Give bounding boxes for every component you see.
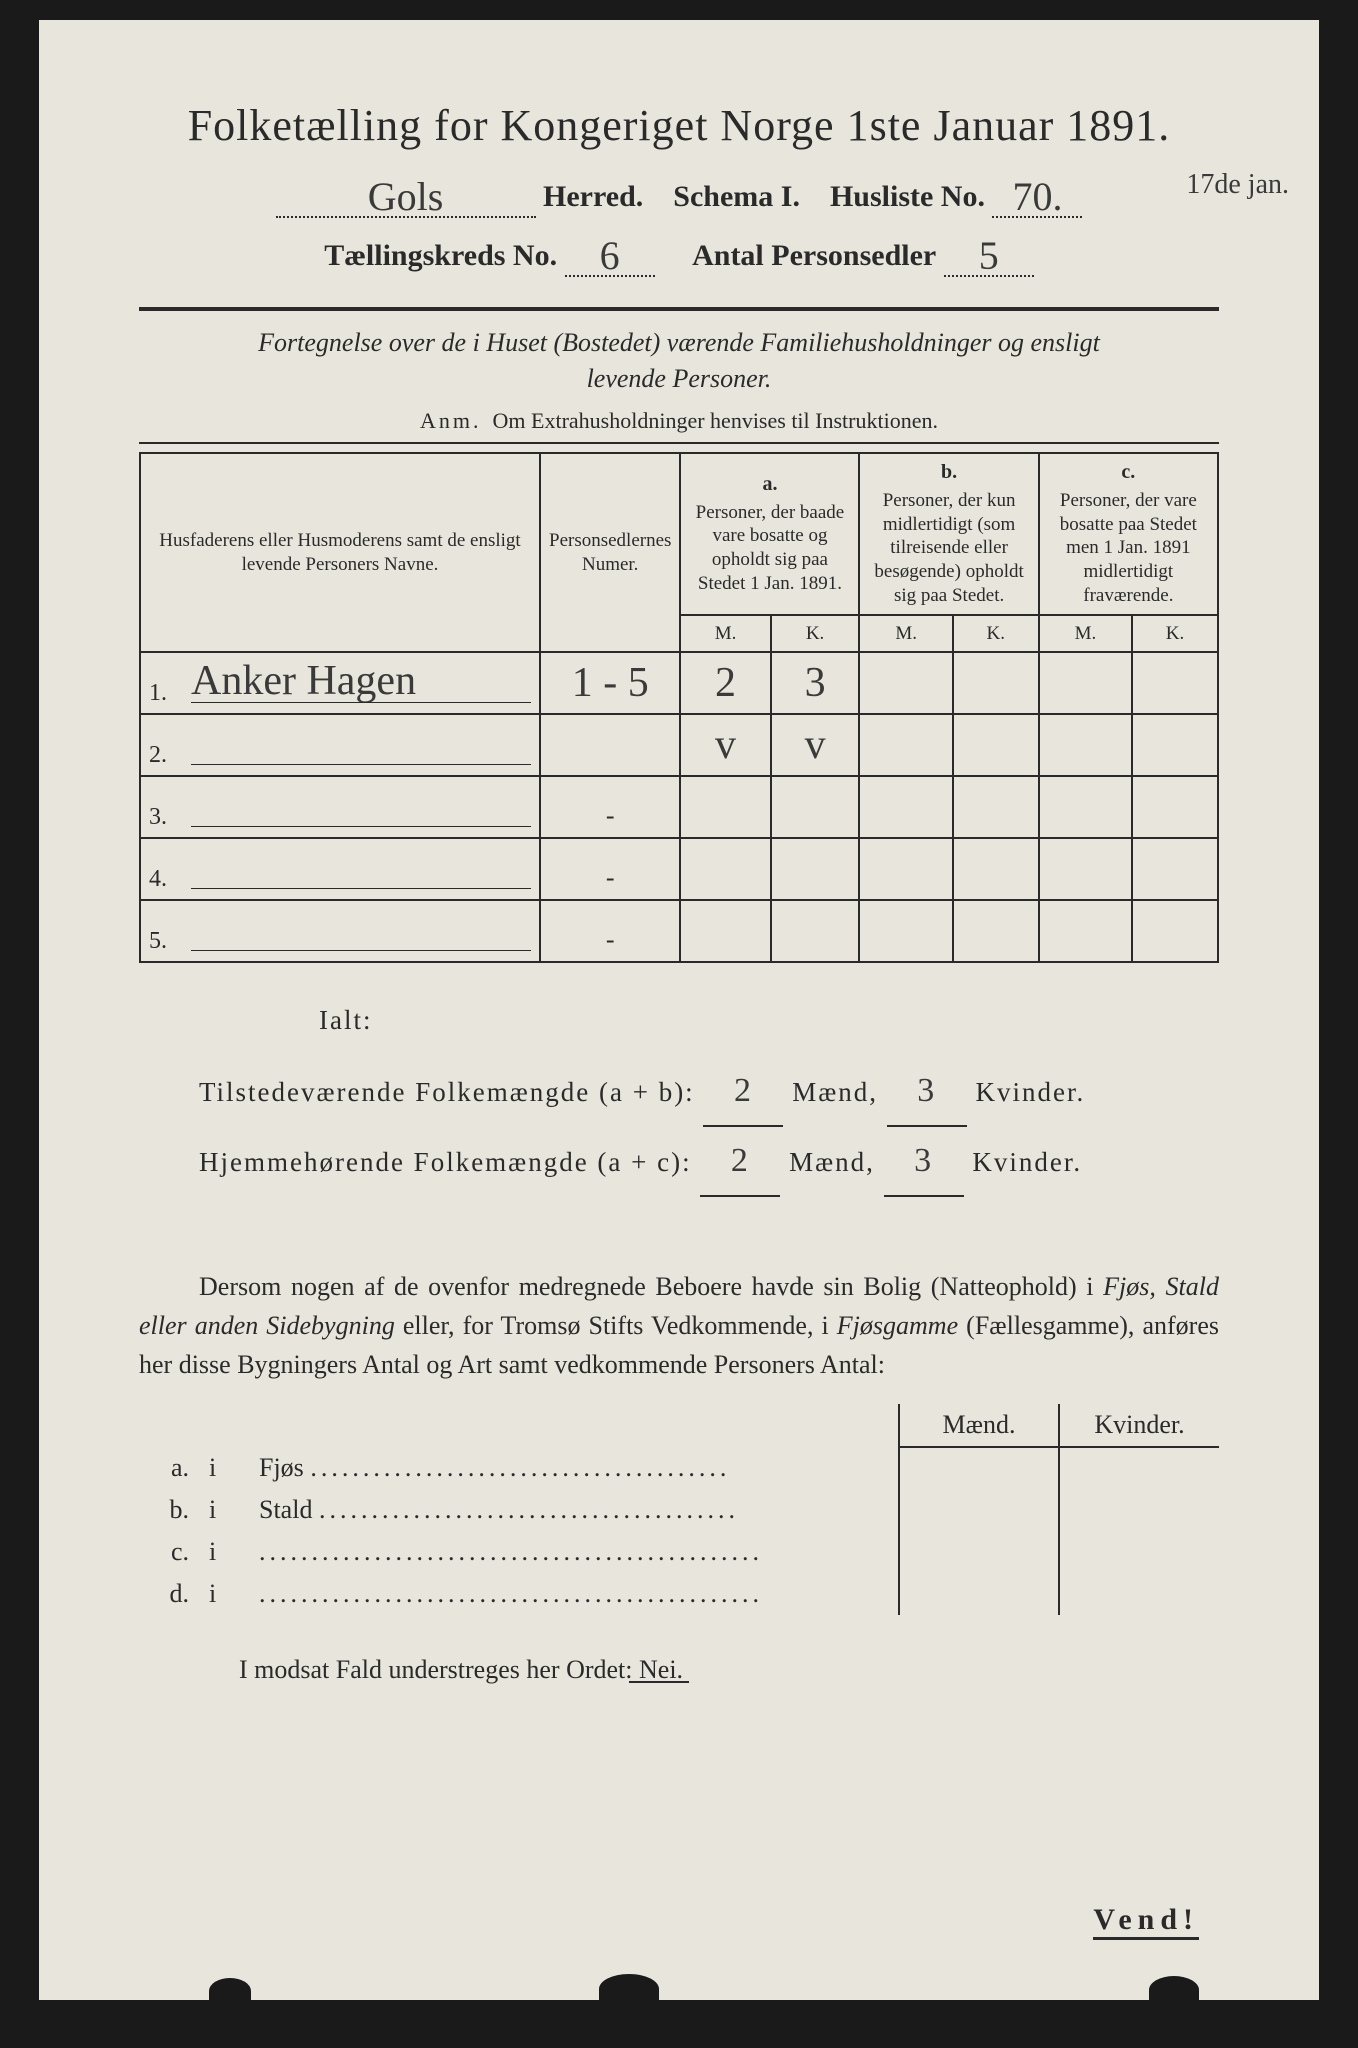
kreds-label: Tællingskreds No. [324, 239, 557, 272]
building-table: Mænd. Kvinder. a.iFjøs .................… [139, 1404, 1219, 1615]
th-c-label: c. [1048, 460, 1209, 485]
subtitle-2: levende Personer. [587, 364, 772, 393]
th-c-k: K. [1132, 615, 1218, 653]
main-census-table: Husfaderens eller Husmoderens samt de en… [139, 452, 1219, 964]
th-c: c. Personer, der vare bosatte paa Stedet… [1039, 453, 1218, 615]
th-b-text: Personer, der kun midlertidigt (som tilr… [874, 490, 1023, 606]
total-present-label: Tilstedeværende Folkemængde (a + b): [199, 1077, 695, 1107]
building-paragraph: Dersom nogen af de ovenfor medregnede Be… [139, 1267, 1219, 1384]
total-present-k: 3 [917, 1072, 936, 1109]
building-row: b.iStald ...............................… [139, 1489, 1219, 1531]
header-line-3: Tællingskreds No. 6 Antal Personsedler 5 [139, 228, 1219, 277]
table-row: 2.vv [140, 714, 1218, 776]
anm-text: Om Extrahusholdninger henvises til Instr… [493, 408, 938, 433]
th-a-text: Personer, der baade vare bosatte og opho… [696, 502, 845, 594]
nei-prefix: I modsat Fald understreges her Ordet: [239, 1655, 639, 1684]
th-a-m: M. [680, 615, 770, 653]
maend-label-1: Mænd, [792, 1077, 878, 1107]
th-b-k: K. [953, 615, 1039, 653]
page-tear [599, 1974, 659, 2004]
th-b: b. Personer, der kun midlertidigt (som t… [859, 453, 1038, 615]
schema-label: Schema I. [673, 180, 800, 213]
page-title: Folketælling for Kongeriget Norge 1ste J… [139, 100, 1219, 151]
total-resident: Hjemmehørende Folkemængde (a + c): 2 Mæn… [199, 1127, 1219, 1197]
date-side-note: 17de jan. [1186, 169, 1289, 201]
btable-maend: Mænd. [899, 1404, 1059, 1447]
building-row: d.i.....................................… [139, 1573, 1219, 1615]
husliste-value: 70. [1012, 173, 1062, 220]
total-resident-label: Hjemmehørende Folkemængde (a + c): [199, 1147, 692, 1177]
total-resident-k: 3 [914, 1142, 933, 1179]
table-row: 3.- [140, 776, 1218, 838]
kreds-value: 6 [600, 232, 620, 279]
table-row: 5.- [140, 900, 1218, 962]
th-b-label: b. [868, 460, 1029, 485]
divider [139, 307, 1219, 311]
building-row: a.iFjøs ................................… [139, 1447, 1219, 1489]
total-resident-m: 2 [731, 1142, 750, 1179]
page-tear [1149, 1976, 1199, 2004]
totals-block: Ialt: Tilstedeværende Folkemængde (a + b… [139, 993, 1219, 1197]
page-tear [209, 1978, 251, 2004]
kvinder-label-1: Kvinder. [975, 1077, 1085, 1107]
th-a: a. Personer, der baade vare bosatte og o… [680, 453, 859, 615]
total-present: Tilstedeværende Folkemængde (a + b): 2 M… [199, 1057, 1219, 1127]
herred-label: Herred. [543, 180, 643, 213]
nei-line: I modsat Fald understreges her Ordet: Ne… [139, 1655, 1219, 1683]
kvinder-label-2: Kvinder. [972, 1147, 1082, 1177]
subtitle: Fortegnelse over de i Huset (Bostedet) v… [139, 325, 1219, 398]
th-num: Personsedlernes Numer. [540, 453, 680, 653]
vend-label: Vend! [1093, 1903, 1199, 1940]
building-row: c.i.....................................… [139, 1531, 1219, 1573]
total-present-m: 2 [734, 1072, 753, 1109]
maend-label-2: Mænd, [789, 1147, 875, 1177]
th-b-m: M. [859, 615, 952, 653]
table-row: 1.Anker Hagen1 - 523 [140, 652, 1218, 714]
th-c-m: M. [1039, 615, 1132, 653]
th-a-label: a. [689, 472, 850, 497]
table-row: 4.- [140, 838, 1218, 900]
th-a-k: K. [771, 615, 860, 653]
herred-value: Gols [368, 173, 444, 220]
th-c-text: Personer, der vare bosatte paa Stedet me… [1060, 490, 1197, 606]
subtitle-1: Fortegnelse over de i Huset (Bostedet) v… [258, 328, 1100, 357]
btable-kvinder: Kvinder. [1059, 1404, 1219, 1447]
anm-note: Anm. Om Extrahusholdninger henvises til … [139, 408, 1219, 434]
divider-thin [139, 442, 1219, 444]
antal-label: Antal Personsedler [692, 239, 936, 272]
husliste-label: Husliste No. [830, 180, 985, 213]
census-form-page: Folketælling for Kongeriget Norge 1ste J… [39, 20, 1319, 2000]
anm-label: Anm. [420, 408, 482, 433]
antal-value: 5 [979, 232, 999, 279]
header-line-2: Gols Herred. Schema I. Husliste No. 70. … [139, 169, 1219, 218]
th-name: Husfaderens eller Husmoderens samt de en… [140, 453, 540, 653]
ialt-label: Ialt: [319, 993, 1219, 1047]
nei-word: Nei. [639, 1655, 683, 1684]
